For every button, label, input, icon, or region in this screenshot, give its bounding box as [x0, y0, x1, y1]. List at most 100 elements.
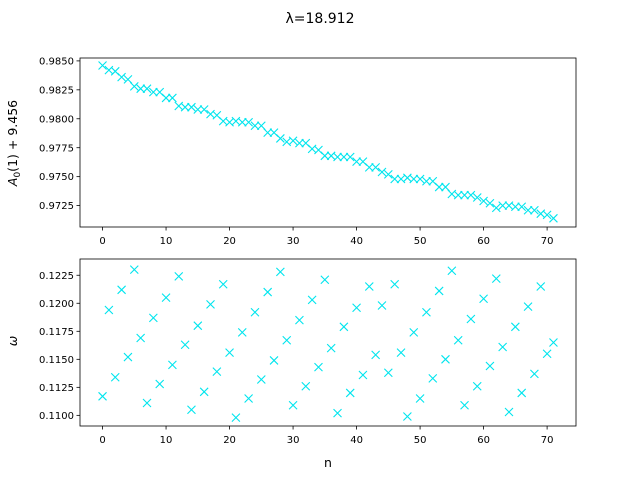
bottom-chart-point	[491, 274, 501, 284]
bottom-chart-series	[98, 265, 558, 422]
top-chart-point	[180, 102, 190, 112]
bottom-chart-point	[472, 381, 482, 391]
top-chart-point	[523, 205, 533, 215]
top-chart-point	[377, 167, 387, 177]
top-chart-x-tick-label: 20	[223, 236, 236, 247]
top-chart-point	[479, 196, 488, 206]
bottom-chart-x-tick-label: 40	[350, 435, 363, 446]
top-chart-x-tick-label: 60	[477, 236, 490, 247]
bottom-chart-point	[333, 408, 342, 418]
bottom-chart-point	[110, 372, 120, 382]
bottom-chart: ω n 0 10 20 30 40 50 60 70 0.1100 0.1125 0.1150 0.1…	[5, 258, 577, 470]
bottom-chart-point	[466, 314, 476, 324]
top-chart-point	[460, 190, 469, 200]
top-chart-point	[244, 117, 254, 127]
top-chart-x-tick-label: 0	[99, 236, 105, 247]
bottom-chart-point	[218, 279, 228, 289]
bottom-chart-y-tick-label: 0.1125	[39, 383, 74, 394]
bottom-chart-point	[434, 286, 444, 296]
bottom-chart-point	[415, 394, 425, 403]
bottom-chart-point	[352, 303, 361, 313]
bottom-chart-point	[320, 275, 330, 285]
bottom-chart-point	[231, 413, 241, 422]
top-chart-point	[129, 81, 139, 91]
bottom-chart-point	[199, 387, 209, 397]
bottom-chart-x-tick-label: 0	[99, 435, 105, 446]
bottom-chart-point	[460, 400, 469, 410]
top-chart-point	[98, 61, 107, 70]
top-chart-point	[383, 169, 393, 179]
top-chart-point	[371, 162, 381, 172]
top-chart-point	[142, 84, 152, 94]
bottom-chart-x-tick-label: 60	[477, 435, 490, 446]
bottom-chart-point	[523, 302, 533, 312]
top-chart-point	[434, 182, 444, 192]
bottom-chart-point	[447, 266, 457, 276]
bottom-chart-point	[148, 313, 158, 323]
top-chart: A0(1) + 9.456 0 10 20 30 40 50 60 70 0.9725 0.975…	[5, 56, 577, 247]
bottom-chart-point	[517, 388, 527, 398]
top-chart-point	[491, 203, 501, 213]
top-chart-point	[339, 152, 349, 162]
bottom-chart-point	[282, 335, 292, 345]
top-chart-point	[530, 205, 539, 215]
bottom-chart-point	[288, 400, 298, 410]
bottom-chart-point	[180, 340, 190, 350]
bottom-chart-point	[536, 282, 546, 291]
bottom-chart-point	[542, 349, 552, 359]
bottom-chart-point	[155, 379, 165, 389]
bottom-chart-point	[295, 315, 304, 325]
bottom-chart-point	[358, 370, 368, 380]
top-chart-point	[422, 176, 431, 186]
top-chart-point	[453, 190, 463, 200]
top-chart-point	[199, 105, 209, 114]
top-chart-point	[517, 202, 527, 212]
bottom-chart-x-tick-label: 10	[160, 435, 173, 446]
top-chart-x-tick-label: 70	[541, 236, 554, 247]
top-chart-point	[364, 162, 374, 172]
bottom-chart-y-tick-label: 0.1200	[39, 299, 74, 310]
bottom-chart-point	[263, 287, 273, 297]
top-chart-point	[237, 117, 247, 127]
bottom-chart-point	[453, 335, 463, 345]
top-chart-frame	[79, 57, 577, 228]
top-chart-point	[117, 72, 126, 82]
bottom-chart-point	[168, 360, 177, 370]
top-chart-point	[263, 128, 273, 138]
bottom-chart-point	[441, 354, 450, 364]
top-chart-point	[498, 201, 508, 210]
bottom-chart-point	[212, 367, 222, 377]
bottom-chart-point	[530, 369, 539, 379]
bottom-chart-y-tick-label: 0.1225	[39, 271, 74, 282]
top-chart-point	[136, 84, 146, 94]
bottom-chart-point	[307, 295, 317, 305]
top-chart-point	[466, 190, 476, 200]
top-chart-point	[320, 151, 330, 161]
bottom-chart-point	[390, 279, 400, 289]
top-chart-point	[193, 105, 203, 114]
top-chart-x-tick-label: 50	[414, 236, 427, 247]
bottom-chart-point	[485, 361, 495, 371]
bottom-chart-point	[326, 343, 336, 353]
top-chart-point	[345, 152, 355, 162]
bottom-chart-y-tick-label: 0.1100	[39, 411, 74, 422]
bottom-chart-point	[364, 282, 374, 291]
top-chart-point	[333, 152, 342, 162]
bottom-chart-y-tick-label: 0.1175	[39, 327, 74, 338]
bottom-chart-point	[339, 322, 349, 332]
bottom-chart-point	[371, 350, 381, 360]
bottom-chart-point	[549, 338, 558, 347]
bottom-chart-x-tick-label: 50	[414, 435, 427, 446]
top-chart-point	[352, 157, 361, 166]
bottom-chart-point	[301, 381, 311, 391]
top-chart-x-tick-label: 30	[287, 236, 300, 247]
top-chart-y-tick-label: 0.9725	[39, 201, 74, 212]
bottom-chart-point	[174, 271, 184, 281]
bottom-chart-point	[396, 348, 406, 357]
bottom-chart-point	[409, 328, 419, 337]
bottom-chart-point	[117, 285, 126, 295]
top-chart-point	[472, 193, 482, 202]
bottom-chart-point	[377, 301, 387, 310]
bottom-chart-point	[193, 321, 203, 331]
top-chart-point	[161, 93, 171, 103]
